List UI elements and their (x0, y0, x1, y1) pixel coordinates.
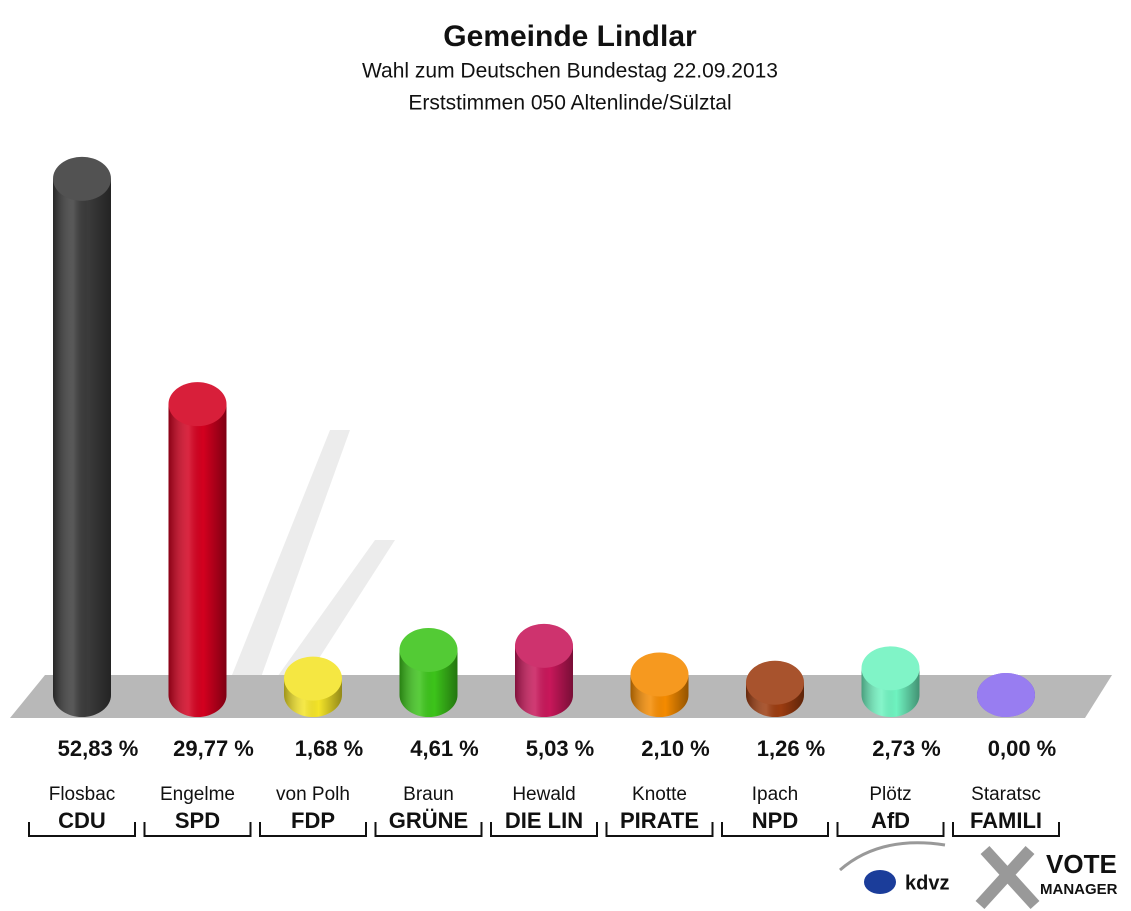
subtitle: Erststimmen 050 Altenlinde/Sülztal (408, 92, 731, 115)
candidate-label: Staratsc (971, 784, 1041, 805)
logo-text: VOTE (1046, 849, 1117, 879)
bar (168, 404, 227, 695)
candidate-label: Plötz (869, 784, 911, 805)
bar-top (977, 673, 1035, 717)
value-label: 1,68 % (295, 736, 364, 761)
x-tick-label: GRÜNE (389, 808, 468, 833)
bracket (952, 822, 1060, 837)
bracket (605, 822, 714, 837)
bar-top (515, 623, 573, 668)
x-tick-label: DIE LIN (505, 808, 583, 833)
x-tick-label: SPD (175, 808, 220, 833)
shadow (275, 540, 395, 680)
candidate-label: Braun (403, 784, 454, 805)
bar-top (168, 382, 227, 427)
bar-top (399, 627, 458, 672)
bar-top (746, 660, 804, 705)
chart-title: Gemeinde Lindlar (443, 20, 697, 53)
bar-top (515, 623, 573, 668)
bracket (836, 822, 945, 837)
x-tick-label: CDU (58, 808, 106, 833)
bar-top (399, 627, 458, 672)
candidate-label: Flosbac (49, 784, 116, 805)
logo-shape (975, 845, 1040, 910)
value-label: 5,03 % (526, 736, 595, 761)
shadow (230, 430, 350, 680)
value-label: 52,83 % (58, 736, 139, 761)
logo: kdvz VOTE MANAGER (839, 841, 1118, 910)
x-tick-label: FDP (291, 808, 335, 833)
bar-top (746, 660, 804, 705)
x-tick-label: AfD (871, 808, 910, 833)
bracket (259, 822, 367, 837)
subtitle: Wahl zum Deutschen Bundestag 22.09.2013 (362, 60, 778, 83)
x-tick-label: PIRATE (620, 808, 699, 833)
candidate-label: Hewald (512, 784, 575, 805)
value-label: 0,00 % (988, 736, 1057, 761)
logo-text: kdvz (905, 872, 949, 894)
logo-shape (864, 870, 896, 894)
logo-shape (839, 841, 946, 872)
value-label: 2,10 % (641, 736, 710, 761)
bar-top (630, 652, 689, 697)
bar-top (630, 652, 689, 697)
candidate-label: von Polh (276, 784, 350, 805)
bar-top (284, 656, 342, 701)
bracket (28, 822, 136, 837)
bracket (143, 822, 252, 837)
bar-top (977, 673, 1035, 717)
bar-top (168, 382, 227, 427)
x-tick-label: FAMILI (970, 808, 1042, 833)
bracket (721, 822, 829, 837)
bar-top (284, 656, 342, 701)
bracket (490, 822, 598, 837)
value-label: 1,26 % (757, 736, 826, 761)
value-label: 29,77 % (173, 736, 254, 761)
value-label: 4,61 % (410, 736, 479, 761)
bar-top (53, 156, 111, 201)
bar-top (53, 156, 111, 201)
bar-top (861, 646, 920, 691)
value-label: 2,73 % (872, 736, 941, 761)
logo-text: MANAGER (1040, 881, 1118, 898)
candidate-label: Engelme (160, 784, 235, 805)
candidate-label: Ipach (752, 784, 798, 805)
bracket (374, 822, 483, 837)
bar (53, 178, 111, 696)
bar-top (861, 646, 920, 691)
x-tick-label: NPD (752, 808, 798, 833)
candidate-label: Knotte (632, 784, 687, 805)
